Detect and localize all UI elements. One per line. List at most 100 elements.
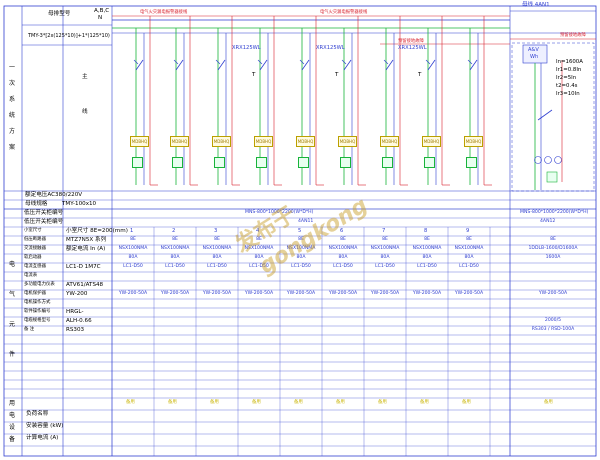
table-cell: 80A [380, 255, 390, 260]
left-row-label: 低压断路器 [24, 237, 46, 242]
table-cell: LC1-D50 [333, 264, 353, 269]
left-row-label: 小室尺寸 [24, 228, 42, 233]
contactor-symbol [214, 157, 225, 168]
breaker-symbol [259, 59, 268, 71]
left-row-label: 备 注 [24, 327, 35, 332]
feeder-9 [467, 16, 492, 186]
usage-vertical: 用电设备 [9, 400, 16, 443]
red-mid-label-1: 预留接地故障 [398, 39, 424, 44]
incomer-cell: 1600A [545, 255, 561, 260]
breaker-symbol [217, 59, 226, 71]
breaker-mark [467, 59, 473, 65]
row-label: ATV61/ATS48 [66, 282, 104, 288]
red-top-label-1: 电气火灾漏电报警器接线 [140, 10, 188, 15]
cabinet-spec-left: MNS-800*1000*2200(W*D*H) [245, 210, 314, 215]
table-cell: YW-200-50A [370, 291, 400, 296]
table-cell: YW-200-50A [160, 291, 190, 296]
neutral-label: N [98, 15, 103, 21]
spare-value: 备用 [544, 400, 553, 405]
table-cell: 80A [212, 255, 222, 260]
incomer-setting: Ir1=0.8In [556, 67, 582, 73]
breaker-symbol [175, 59, 184, 71]
breaker-symbol [301, 59, 310, 71]
left-row-label: 软启动器 [24, 255, 42, 260]
table-cell: NSX100NMA [160, 246, 190, 251]
table-cell: YW-200-50A [244, 291, 274, 296]
table-cell: LC1-D50 [123, 264, 143, 269]
mdbhq-box: MDBHQ [296, 136, 315, 147]
system-title-vertical: 一次系统方案 [9, 64, 16, 151]
breaker-tag-3: XRX125WL [398, 45, 427, 51]
table-cell: NSX100NMA [202, 246, 232, 251]
column-number: 5 [298, 228, 302, 234]
table-cell: YW-200-50A [202, 291, 232, 296]
contactor-symbol [466, 157, 477, 168]
spare-value: 备用 [378, 400, 387, 405]
left-row-label: 软件操作编号 [24, 309, 51, 314]
row-label: 小室尺寸 8E=200(mm) [66, 228, 128, 234]
column-number: 2 [172, 228, 176, 234]
table-cell: LC1-D50 [165, 264, 185, 269]
mdbhq-box: MDBHQ [212, 136, 231, 147]
t-label-1: T [252, 72, 256, 78]
table-cell: 8E [256, 237, 262, 242]
cabinet-id-right: 4AN12 [540, 219, 556, 224]
rated-voltage: 额定电压AC380/220V [25, 192, 83, 198]
incomer-cell: 1DDLB-1600/D1600A [528, 246, 578, 251]
incomer-cell: 2000/5 [544, 318, 562, 323]
table-cell: YW-200-50A [286, 291, 316, 296]
mdbhq-box: MDBHQ [464, 136, 483, 147]
spare-value: 备用 [252, 400, 261, 405]
row-label: ALH-0.66 [66, 318, 92, 324]
incomer-setting: Ir2=5In [556, 75, 577, 81]
incomer-cell: RS303 / RSD-100A [531, 327, 575, 332]
contactor-symbol [256, 157, 267, 168]
column-number: 7 [382, 228, 386, 234]
mdbhq-box: MDBHQ [380, 136, 399, 147]
breaker-symbol [343, 59, 352, 71]
incomer-setting: In=1600A [556, 59, 583, 65]
table-cell: LC1-D50 [291, 264, 311, 269]
table-cell: NSX100NMA [118, 246, 148, 251]
incomer-cell: 8E [550, 237, 556, 242]
spare-value: 备用 [210, 400, 219, 405]
spare-value: 备用 [126, 400, 135, 405]
breaker-mark [341, 59, 347, 65]
left-row-label: 电机操作方式 [24, 300, 51, 305]
red-top-label-2: 电气火灾漏电报警器接线 [320, 10, 368, 15]
feeder-3 [215, 16, 240, 186]
usage-row-label: 负荷名称 [26, 411, 49, 417]
mdbhq-box: MDBHQ [254, 136, 273, 147]
breaker-mark [383, 59, 389, 65]
column-number: 3 [214, 228, 218, 234]
table-cell: LC1-D50 [207, 264, 227, 269]
busbar-row-label: 母线规格 [25, 201, 48, 207]
table-cell: 8E [424, 237, 430, 242]
t-label-2: T [335, 72, 339, 78]
table-cell: 8E [130, 237, 136, 242]
breaker-mark [257, 59, 263, 65]
t-label-3: T [418, 72, 422, 78]
table-cell: NSX100NMA [454, 246, 484, 251]
contactor-symbol [340, 157, 351, 168]
left-row-label: 多功能电力仪表 [24, 282, 55, 287]
incomer-cell: YW-200-50A [538, 291, 568, 296]
incomer-meter2: Wh [530, 54, 539, 60]
diagram-label-2: 线 [82, 109, 88, 115]
breaker-tag-1: XRX125WL [232, 45, 261, 51]
table-cell: NSX100NMA [286, 246, 316, 251]
breaker-symbol [469, 59, 478, 71]
mdbhq-box: MDBHQ [422, 136, 441, 147]
breaker-tag-2: XRX125WL [316, 45, 345, 51]
table-cell: 80A [338, 255, 348, 260]
table-cell: YW-200-50A [454, 291, 484, 296]
row-label: 低压开关柜编号 [24, 210, 64, 216]
phase-label: A,B,C [94, 8, 110, 14]
red-mid-label-2: 预留接地故障 [560, 33, 586, 38]
usage-row-label: 安装容量 (kW) [26, 423, 64, 429]
column-number: 9 [466, 228, 470, 234]
table-cell: 8E [466, 237, 472, 242]
left-row-label: 电机保护器 [24, 291, 46, 296]
